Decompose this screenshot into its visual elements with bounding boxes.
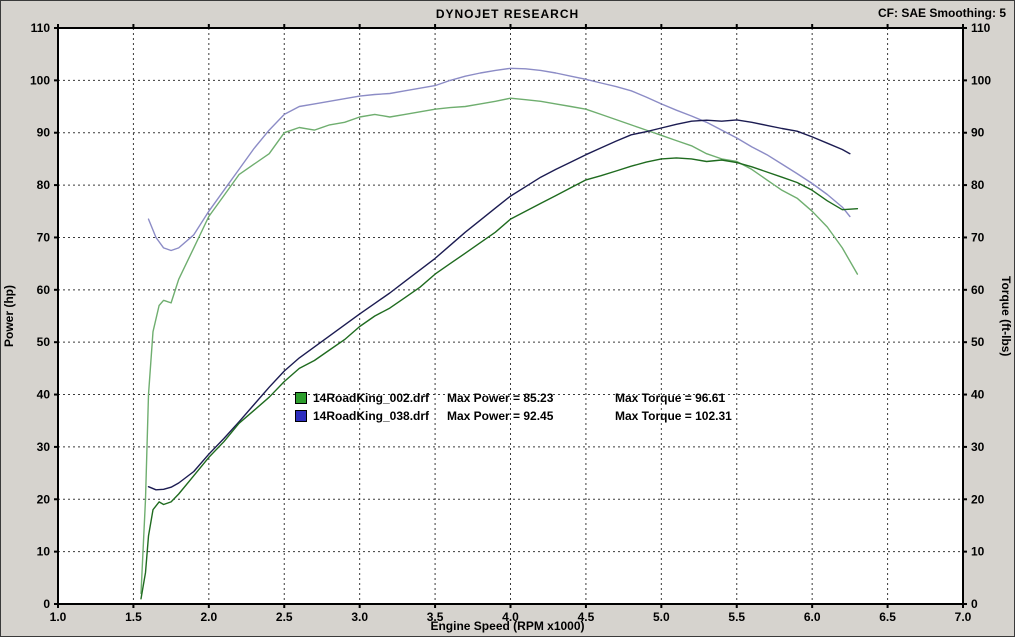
svg-text:50: 50 [37,335,51,349]
svg-text:90: 90 [37,126,51,140]
svg-text:110: 110 [971,21,991,35]
svg-text:0: 0 [971,597,978,611]
svg-text:5.5: 5.5 [728,610,745,624]
svg-text:2.0: 2.0 [200,610,217,624]
legend-max-power-run038: Max Power = 92.45 [447,409,554,423]
svg-text:90: 90 [971,126,985,140]
legend-swatch-run002 [295,392,307,404]
svg-text:80: 80 [37,178,51,192]
svg-text:70: 70 [37,230,51,244]
svg-text:110: 110 [31,21,51,35]
y-axis-title-torque: Torque (ft-lbs) [999,275,1013,357]
svg-text:6.5: 6.5 [879,610,896,624]
legend-swatch-run038 [295,410,307,422]
svg-text:20: 20 [971,492,985,506]
x-axis-title: Engine Speed (RPM x1000) [430,619,585,633]
legend-max-torque-run002: Max Torque = 96.61 [615,391,726,405]
svg-text:30: 30 [37,440,51,454]
legend: 14RoadKing_002.drf Max Power = 85.23 Max… [295,389,732,425]
legend-file-run002: 14RoadKing_002.drf [313,391,430,405]
svg-text:40: 40 [37,388,51,402]
legend-row-run002: 14RoadKing_002.drf Max Power = 85.23 Max… [295,389,732,407]
svg-text:1.5: 1.5 [125,610,142,624]
svg-text:50: 50 [971,335,985,349]
legend-max-power-run002: Max Power = 85.23 [447,391,554,405]
svg-text:6.0: 6.0 [804,610,821,624]
legend-file-run038: 14RoadKing_038.drf [313,409,430,423]
svg-text:30: 30 [971,440,985,454]
svg-text:10: 10 [37,545,51,559]
svg-text:60: 60 [971,283,985,297]
svg-text:70: 70 [971,230,985,244]
svg-text:60: 60 [37,283,51,297]
legend-max-torque-run038: Max Torque = 102.31 [615,409,732,423]
svg-text:7.0: 7.0 [955,610,972,624]
svg-text:3.0: 3.0 [351,610,368,624]
svg-text:100: 100 [30,73,50,87]
svg-text:100: 100 [971,73,991,87]
legend-row-run038: 14RoadKing_038.drf Max Power = 92.45 Max… [295,407,732,425]
svg-text:4.0: 4.0 [502,610,519,624]
svg-text:80: 80 [971,178,985,192]
cf-smoothing-label: CF: SAE Smoothing: 5 [878,6,1006,20]
svg-text:2.5: 2.5 [276,610,293,624]
svg-text:10: 10 [971,545,985,559]
svg-text:3.5: 3.5 [427,610,444,624]
svg-text:4.5: 4.5 [578,610,595,624]
page-title: DYNOJET RESEARCH [435,7,580,21]
svg-text:5.0: 5.0 [653,610,670,624]
svg-text:1.0: 1.0 [50,610,67,624]
svg-text:40: 40 [971,388,985,402]
svg-text:20: 20 [37,492,51,506]
y-axis-title-power: Power (hp) [2,285,16,347]
svg-text:0: 0 [43,597,50,611]
